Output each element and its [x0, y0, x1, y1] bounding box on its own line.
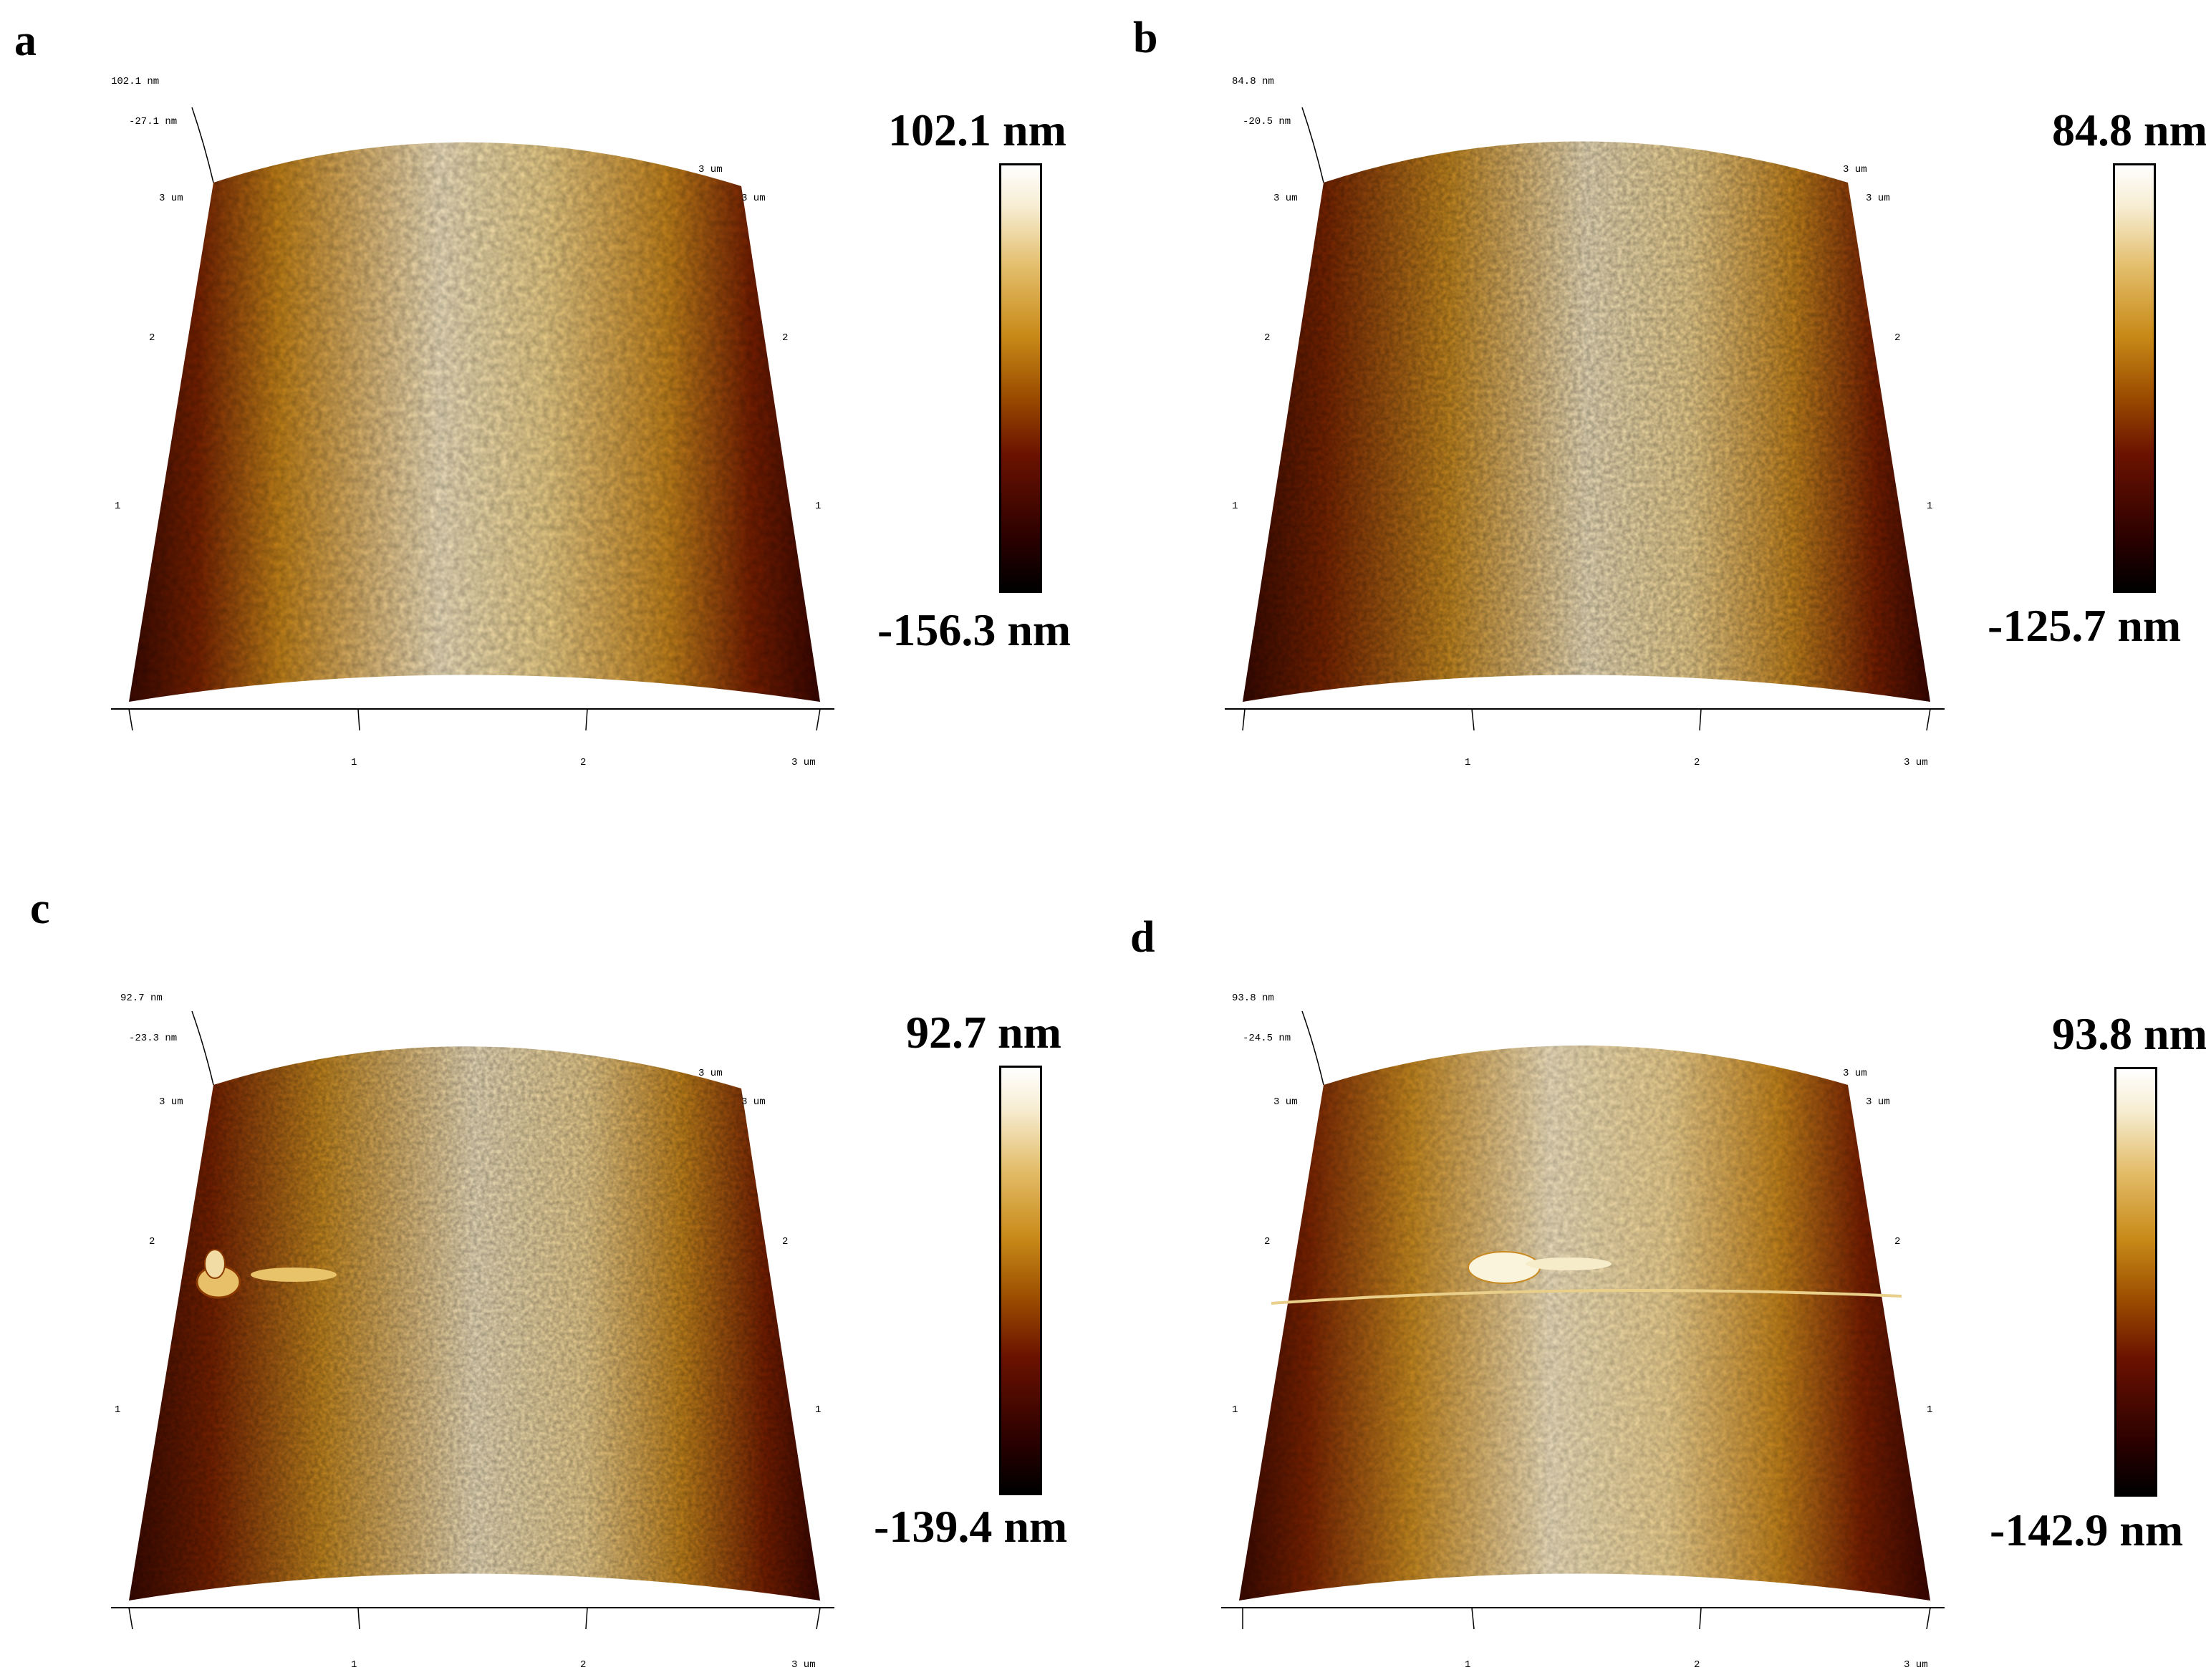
afm-3d-plot: 92.7 nm -23.3 nm 3 um 2 1 3 um 3 um 2 1 … — [111, 993, 834, 1671]
y-tick-label: 3 um — [1273, 1096, 1298, 1108]
z-mid-label: -20.5 nm — [1243, 116, 1291, 127]
right-tick-label: 2 — [782, 1236, 788, 1247]
colorbar — [999, 163, 1042, 593]
y-tick-label: 2 — [1264, 1236, 1270, 1247]
x-tick-label: 2 — [1694, 1659, 1700, 1671]
surface-texture — [129, 1046, 820, 1601]
x-tick-label: 1 — [351, 1659, 357, 1671]
y-tick-label: 1 — [1232, 1404, 1238, 1416]
surface-texture — [1239, 1046, 1930, 1601]
colorbar — [2114, 1067, 2157, 1497]
debris-particle — [1468, 1251, 1541, 1284]
x-tick-label: 3 um — [1904, 757, 1928, 768]
colorbar-min-label: -142.9 nm — [1990, 1505, 2184, 1555]
z-mid-label: -23.3 nm — [129, 1033, 177, 1044]
right-tick-label: 2 — [1894, 332, 1900, 344]
y-tick-label: 1 — [1232, 501, 1238, 512]
colorbar-max-label: 84.8 nm — [2052, 105, 2206, 155]
colorbar-min-label: -125.7 nm — [1988, 600, 2182, 651]
y-tick-label: 1 — [115, 1404, 120, 1416]
right-tick-label: 3 um — [741, 1096, 766, 1108]
panel-letter: c — [30, 884, 50, 933]
z-top-label: 102.1 nm — [111, 76, 159, 87]
colorbar — [2113, 163, 2156, 593]
x-tick-label: 3 um — [791, 757, 816, 768]
z-mid-label: -24.5 nm — [1243, 1033, 1291, 1044]
panel-c: c 92.7 nm -23.3 nm 3 um 2 — [0, 824, 1103, 1680]
y-tick-label: 3 um — [159, 193, 183, 204]
right-tick-label: 2 — [1894, 1236, 1900, 1247]
panel-letter: a — [14, 16, 37, 65]
y-tick-label: 3 um — [1273, 193, 1298, 204]
surface-texture — [129, 142, 820, 703]
debris-streak — [251, 1268, 337, 1282]
x-tick-label: 1 — [351, 757, 357, 768]
surface-texture — [1243, 141, 1930, 702]
back-right-label: 3 um — [698, 1068, 723, 1079]
right-tick-label: 1 — [815, 1404, 821, 1416]
z-mid-label: -27.1 nm — [129, 116, 177, 127]
back-right-label: 3 um — [1843, 164, 1867, 175]
x-tick-label: 2 — [580, 1659, 586, 1671]
debris-streak — [1526, 1257, 1612, 1270]
afm-3d-plot: 93.8 nm -24.5 nm 3 um 2 1 3 um 3 um 2 1 … — [1221, 993, 1945, 1671]
back-right-label: 3 um — [698, 164, 723, 175]
debris-particle — [204, 1249, 226, 1279]
x-tick-label: 2 — [580, 757, 586, 768]
x-tick-label: 3 um — [791, 1659, 816, 1671]
afm-3d-plot: 102.1 nm -27.1 nm 3 um 2 1 3 um 3 um 2 1… — [111, 76, 834, 768]
back-right-label: 3 um — [1843, 1068, 1867, 1079]
x-tick-label: 3 um — [1904, 1659, 1928, 1671]
colorbar-min-label: -139.4 nm — [874, 1501, 1068, 1552]
panel-letter: b — [1133, 14, 1158, 62]
scratch-line — [1271, 1289, 1902, 1305]
y-tick-label: 3 um — [159, 1096, 183, 1108]
panel-d: d 93.8 nm -24.5 nm 3 um 2 — [1103, 824, 2206, 1680]
colorbar — [999, 1066, 1042, 1495]
right-tick-label: 1 — [1927, 1404, 1932, 1416]
y-tick-label: 2 — [1264, 332, 1270, 344]
right-tick-label: 3 um — [1866, 1096, 1890, 1108]
x-tick-label: 1 — [1465, 1659, 1470, 1671]
colorbar-max-label: 102.1 nm — [888, 105, 1066, 155]
z-top-label: 92.7 nm — [120, 993, 163, 1004]
y-tick-label: 1 — [115, 501, 120, 512]
colorbar-max-label: 93.8 nm — [2052, 1008, 2206, 1059]
colorbar-max-label: 92.7 nm — [906, 1007, 1061, 1058]
panel-letter: d — [1130, 913, 1155, 962]
x-tick-label: 1 — [1465, 757, 1470, 768]
right-tick-label: 3 um — [1866, 193, 1890, 204]
z-top-label: 93.8 nm — [1232, 993, 1274, 1004]
panel-a: a 102.1 nm -27.1 nm 3 um 2 1 3 u — [0, 0, 1103, 824]
right-tick-label: 2 — [782, 332, 788, 344]
y-tick-label: 2 — [149, 1236, 155, 1247]
right-tick-label: 3 um — [741, 193, 766, 204]
right-tick-label: 1 — [1927, 501, 1932, 512]
colorbar-min-label: -156.3 nm — [877, 604, 1071, 655]
panel-b: b 84.8 nm -20.5 nm 3 um 2 1 3 um — [1103, 0, 2206, 824]
right-tick-label: 1 — [815, 501, 821, 512]
y-tick-label: 2 — [149, 332, 155, 344]
afm-3d-plot: 84.8 nm -20.5 nm 3 um 2 1 3 um 3 um 2 1 … — [1225, 76, 1945, 768]
z-top-label: 84.8 nm — [1232, 76, 1274, 87]
x-tick-label: 2 — [1694, 757, 1700, 768]
